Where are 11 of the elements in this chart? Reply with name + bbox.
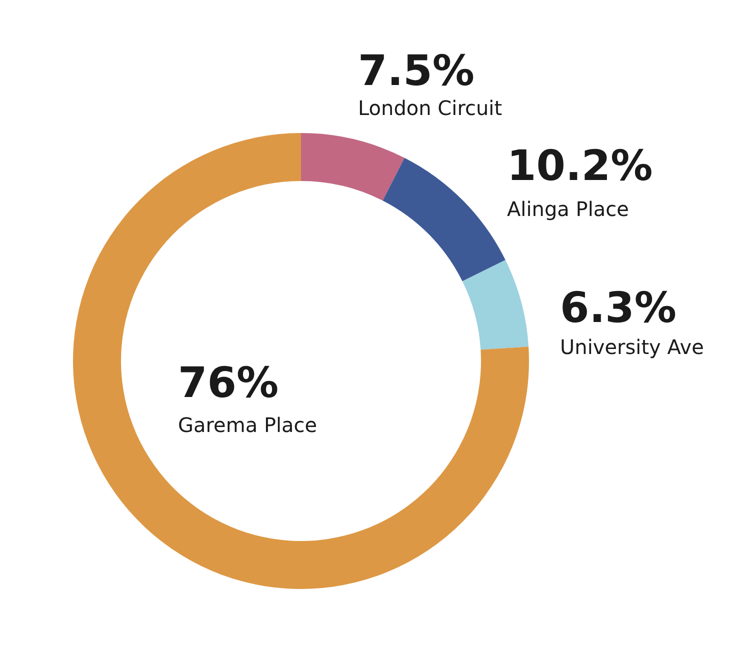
donut-slice <box>301 133 405 201</box>
data-label: 7.5% <box>358 46 474 95</box>
slice-label: University Ave <box>560 335 704 359</box>
donut-slice <box>382 158 506 282</box>
slice-label: London Circuit <box>358 96 502 120</box>
donut-slice <box>462 260 529 350</box>
data-label: 10.2% <box>507 141 653 190</box>
slice-label: Alinga Place <box>507 197 629 221</box>
data-label: 6.3% <box>560 283 676 332</box>
slice-label: Garema Place <box>178 413 318 437</box>
data-label: 76% <box>178 358 279 407</box>
